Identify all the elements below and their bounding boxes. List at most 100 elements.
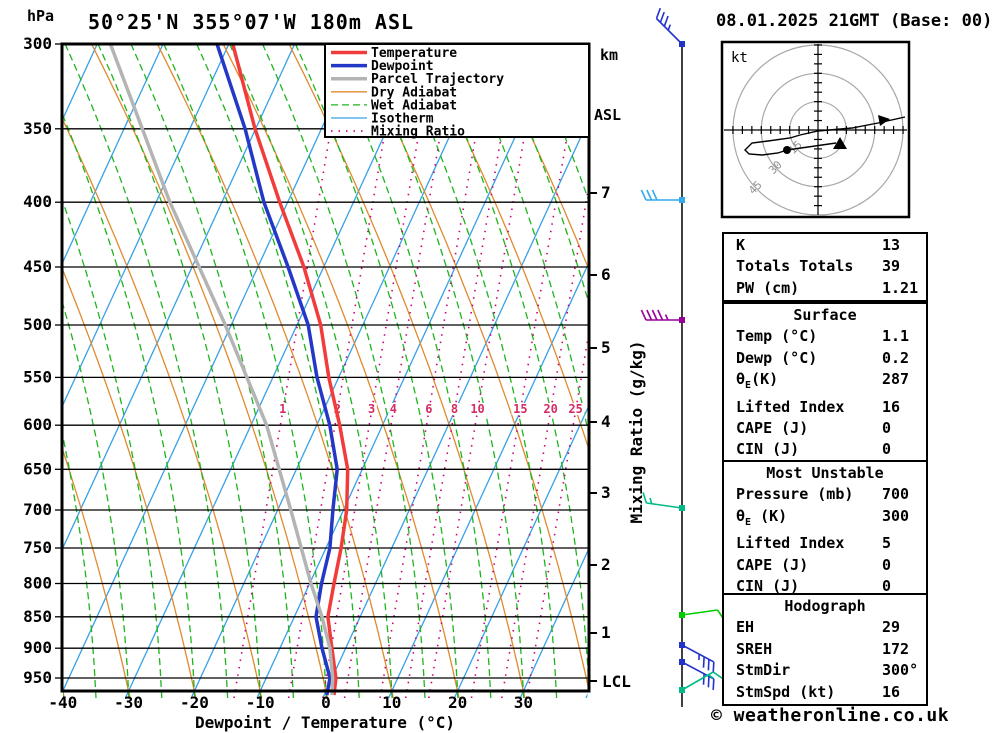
stat-label: Pressure (mb) <box>736 485 854 504</box>
altitude-axis-unit: km ASL <box>594 5 630 165</box>
altitude-unit-asl: ASL <box>594 106 622 124</box>
pressure-tick-label: 750 <box>23 538 52 557</box>
temperature-tick-label: 30 <box>514 693 533 712</box>
svg-text:1: 1 <box>279 402 286 416</box>
stat-value: 287 <box>882 370 910 389</box>
wind-barb <box>640 189 685 203</box>
stat-value: 1.1 <box>882 327 910 346</box>
table-row: StmDir 300° <box>724 660 926 681</box>
pressure-tick-label: 900 <box>23 638 52 657</box>
table-row: CAPE (J) 0 <box>724 555 926 576</box>
stat-value: 5 <box>882 534 892 553</box>
table-row: CIN (J) 0 <box>724 439 926 460</box>
stat-value: 300 <box>882 506 910 525</box>
stats-panel-hodograph: Hodograph EH 29 SREH 172 StmDir 300° StmSpd (kt… <box>722 593 928 707</box>
pressure-tick-label: 650 <box>23 459 52 478</box>
wind-barb <box>679 671 723 693</box>
stat-label: Temp (°C) <box>736 327 818 346</box>
stat-label: CIN (J) <box>736 577 800 596</box>
temperature-curve <box>231 45 350 696</box>
temperature-tick-label: -20 <box>180 693 209 712</box>
temperature-tick-label: -10 <box>246 693 275 712</box>
wind-barb <box>655 7 685 47</box>
temperature-tick-label: 10 <box>382 693 401 712</box>
copyright: © weatheronline.co.uk <box>711 705 950 726</box>
legend-label: Parcel Trajectory <box>371 72 504 87</box>
parcel-trajectory-curve <box>108 45 335 696</box>
temperature-tick-label: 20 <box>448 693 467 712</box>
skewt-background-lines <box>63 45 588 698</box>
stat-value: 700 <box>882 485 910 504</box>
wind-barb <box>640 309 685 323</box>
stat-label: CAPE (J) <box>736 555 809 574</box>
svg-text:3: 3 <box>368 402 375 416</box>
pressure-tick-label: 450 <box>23 257 52 276</box>
table-row: Dewp (°C) 0.2 <box>724 348 926 369</box>
svg-text:8: 8 <box>451 402 458 416</box>
legend-label: Temperature <box>371 46 457 61</box>
hodograph-unit-label: kt <box>731 50 748 66</box>
svg-text:15: 15 <box>513 402 527 416</box>
hodograph-dot-marker <box>783 146 791 154</box>
stat-label: Dewp (°C) <box>736 348 818 367</box>
pressure-tick-label: 950 <box>23 668 52 687</box>
km-tick-label: 7 <box>601 183 611 202</box>
stat-value: 1.21 <box>882 278 919 297</box>
stat-label: K <box>736 236 746 254</box>
stat-label: θE(K) <box>736 370 779 392</box>
hodograph-arrow <box>878 115 890 126</box>
wind-barb <box>642 492 685 511</box>
table-row: Pressure (mb) 700 <box>724 484 926 505</box>
km-tick-label: 5 <box>601 338 611 357</box>
dry-adiabat-lines <box>63 45 588 698</box>
table-row: Temp (°C) 1.1 <box>724 326 926 347</box>
stat-value: 0 <box>882 577 892 596</box>
table-row: K 13 <box>724 235 926 256</box>
stat-value: 0.2 <box>882 348 910 367</box>
stat-label: θE (K) <box>736 506 788 528</box>
stat-value: 0 <box>882 555 892 574</box>
pressure-tick-label: 850 <box>23 607 52 626</box>
table-row: CIN (J) 0 <box>724 576 926 597</box>
stat-label: StmDir <box>736 661 791 680</box>
lcl-label: LCL <box>602 672 631 691</box>
temperature-tick-label: -30 <box>114 693 143 712</box>
legend-label: Dewpoint <box>371 59 434 74</box>
stat-value: 13 <box>882 236 901 254</box>
stats-panel-header: Surface <box>793 306 857 324</box>
stat-value: 0 <box>882 419 892 438</box>
pressure-unit-label: hPa <box>27 7 55 25</box>
mixing-axis-label: Mixing Ratio (g/kg) <box>627 340 646 523</box>
stat-label: EH <box>736 618 755 637</box>
km-tick-label: 6 <box>601 265 611 284</box>
stats-panel-indices: K 13 Totals Totals 39 PW (cm) 1.21 <box>722 232 928 303</box>
wind-barb <box>679 642 715 673</box>
wind-barb-column <box>640 7 725 707</box>
stats-panel-header: Most Unstable <box>766 464 884 482</box>
table-row: Totals Totals 39 <box>724 256 926 277</box>
stats-panel-surface: Surface Temp (°C) 1.1 Dewp (°C) 0.2 θE(K) 287 L… <box>722 302 928 464</box>
legend-label: Wet Adiabat <box>371 98 457 113</box>
stat-label: Lifted Index <box>736 534 845 553</box>
stat-label: CIN (J) <box>736 440 800 459</box>
svg-text:6: 6 <box>425 402 432 416</box>
temperature-tick-label: -40 <box>48 693 77 712</box>
stats-panel-most-unstable: Most Unstable Pressure (mb) 700 θE (K) 300 Li… <box>722 460 928 601</box>
hodograph-trace <box>744 116 906 156</box>
legend-label: Dry Adiabat <box>371 85 457 100</box>
stat-value: 29 <box>882 618 901 637</box>
pressure-tick-label: 550 <box>23 367 52 386</box>
table-row: PW (cm) 1.21 <box>724 278 926 299</box>
stat-value: 39 <box>882 257 901 276</box>
stat-label: CAPE (J) <box>736 419 809 438</box>
pressure-tick-label: 800 <box>23 573 52 592</box>
stat-label: PW (cm) <box>736 278 800 297</box>
datetime-title: 08.01.2025 21GMT (Base: 00) <box>716 11 993 31</box>
stat-label: SREH <box>736 639 773 658</box>
storm-motion-marker <box>833 137 847 149</box>
svg-text:10: 10 <box>470 402 484 416</box>
stat-value: 0 <box>882 440 892 459</box>
table-row: StmSpd (kt) 16 <box>724 682 926 703</box>
